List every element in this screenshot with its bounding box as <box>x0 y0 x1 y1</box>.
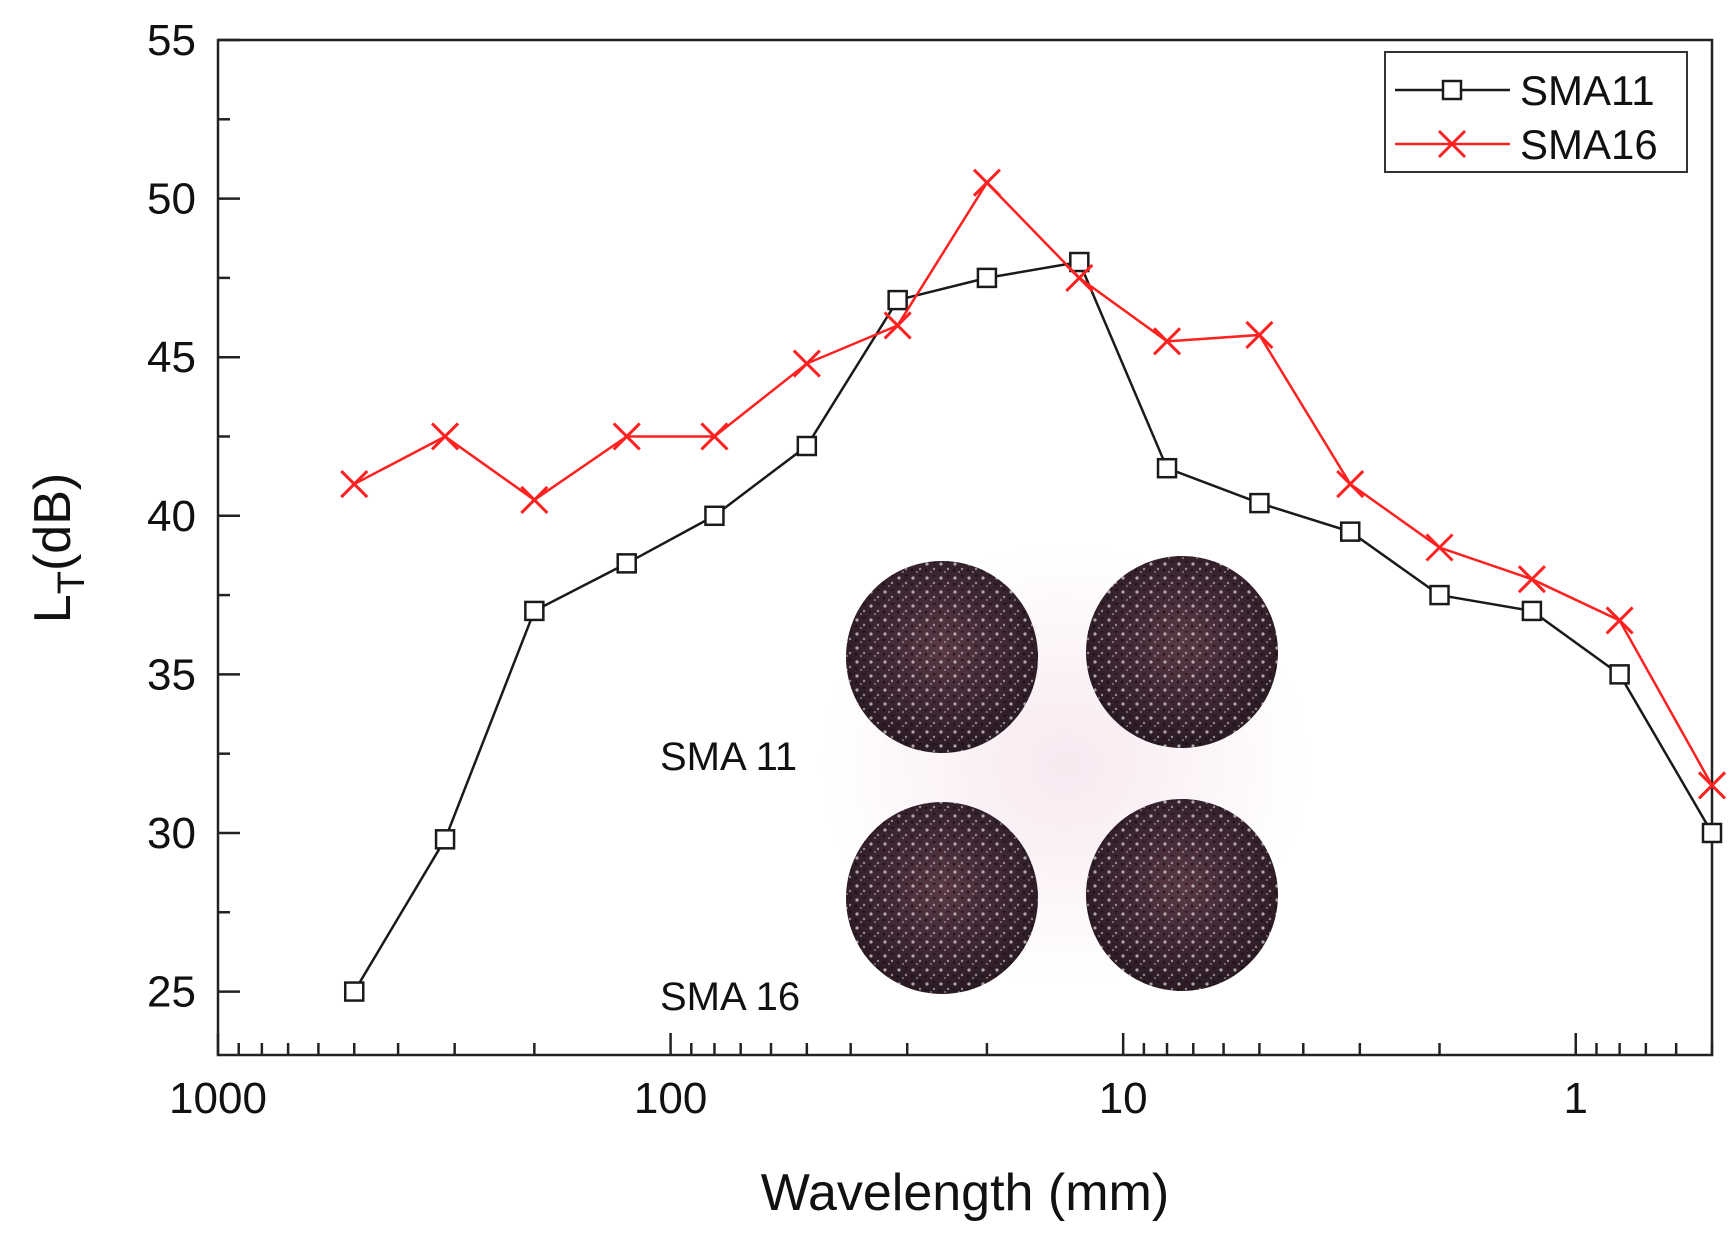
legend-marker-sma11 <box>1441 79 1463 101</box>
data-point-sma16 <box>1336 470 1365 499</box>
data-point-sma11 <box>434 829 456 850</box>
x-axis-tick-labels: 1000 100 10 1 <box>169 1074 1588 1123</box>
data-point-sma16 <box>883 311 912 340</box>
sample-sma16-left <box>846 802 1038 994</box>
data-point-sma11 <box>1429 584 1450 606</box>
data-point-sma11 <box>1069 251 1090 273</box>
x-tick-label: 100 <box>634 1074 707 1123</box>
data-point-sma11 <box>524 600 545 622</box>
data-point-sma11 <box>343 981 365 1002</box>
inset-label-sma11: SMA 11 <box>660 735 797 779</box>
series-line-sma16 <box>353 180 1714 787</box>
x-axis-title: Wavelength (mm) <box>761 1164 1169 1222</box>
inset-label-sma16: SMA 16 <box>660 975 800 1019</box>
x-tick-label: 1 <box>1564 1074 1588 1123</box>
data-point-sma11 <box>1521 600 1543 622</box>
data-point-sma16 <box>1245 320 1274 350</box>
data-point-sma16 <box>700 422 729 451</box>
y-tick-label: 50 <box>147 175 196 224</box>
data-point-sma16 <box>1605 606 1634 635</box>
data-point-sma11 <box>796 435 818 457</box>
data-point-sma11 <box>887 289 908 311</box>
y-axis-tick-labels: 25 30 35 40 45 50 55 <box>147 16 196 1017</box>
data-point-sma16 <box>1152 327 1182 356</box>
data-point-sma16 <box>1697 771 1727 800</box>
y-tick-label: 30 <box>147 809 196 858</box>
legend-marker-sma16 <box>1437 129 1467 159</box>
x-axis-ticks <box>216 1033 1714 1055</box>
sample-sma16-right <box>1086 799 1278 991</box>
data-point-sma16 <box>972 168 1001 197</box>
legend-label-sma11: SMA11 <box>1520 67 1655 114</box>
y-tick-label: 55 <box>147 16 196 65</box>
data-point-sma11 <box>1156 457 1178 479</box>
data-point-sma11 <box>616 553 637 574</box>
inset-photo: SMA 11 SMA 16 <box>660 545 1310 1019</box>
y-tick-label: 35 <box>147 650 196 699</box>
series-line-sma11 <box>353 260 1714 993</box>
data-point-sma11 <box>976 267 998 289</box>
data-point-sma11 <box>1249 492 1270 514</box>
data-point-sma16 <box>792 349 821 378</box>
y-tick-label: 40 <box>147 492 196 541</box>
plot-frame <box>216 38 1714 1057</box>
y-axis-title-main: L <box>24 594 82 623</box>
data-point-sma16 <box>1065 263 1094 292</box>
x-tick-label: 1000 <box>169 1074 267 1123</box>
series-sma16 <box>340 168 1727 800</box>
data-point-sma11 <box>1339 521 1361 542</box>
data-point-sma16 <box>1425 533 1454 562</box>
data-point-sma16 <box>612 422 641 451</box>
x-tick-label: 10 <box>1099 1074 1148 1123</box>
legend-box <box>1384 51 1688 173</box>
legend: SMA11 SMA16 <box>1384 51 1688 173</box>
legend-item-sma16: SMA16 <box>1395 121 1658 168</box>
series-sma11 <box>343 251 1723 1002</box>
sample-sma11-right <box>1086 556 1278 748</box>
sample-sma11-left <box>846 561 1038 753</box>
data-point-sma16 <box>340 470 369 499</box>
data-point-sma11 <box>1609 664 1630 685</box>
y-tick-label: 45 <box>147 333 196 382</box>
legend-item-sma11: SMA11 <box>1395 67 1655 114</box>
y-axis-title-subscript: T <box>51 571 93 594</box>
data-point-sma16 <box>1517 565 1546 594</box>
series-layer <box>340 168 1727 1002</box>
data-point-sma11 <box>1701 822 1723 844</box>
y-axis-title: LT(dB) <box>24 473 93 623</box>
y-axis-ticks <box>218 38 240 993</box>
data-point-sma11 <box>704 505 725 527</box>
y-axis-title-unit: (dB) <box>24 473 82 571</box>
svg-text:LT(dB): LT(dB) <box>24 473 93 623</box>
data-point-sma16 <box>430 422 460 451</box>
legend-label-sma16: SMA16 <box>1520 121 1658 168</box>
data-point-sma16 <box>520 485 549 514</box>
y-tick-label: 25 <box>147 968 196 1017</box>
